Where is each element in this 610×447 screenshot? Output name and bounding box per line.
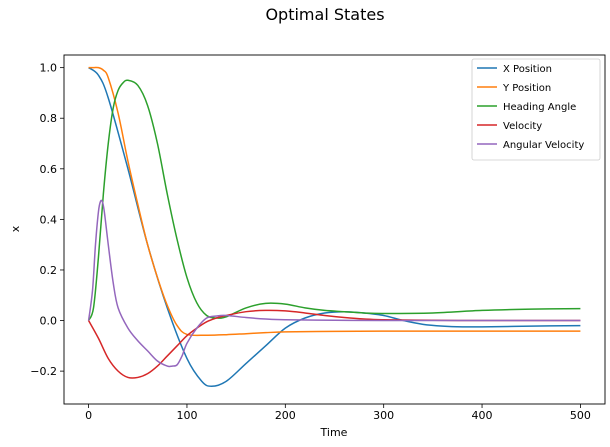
- legend-label: Velocity: [503, 121, 542, 132]
- x-axis-label: Time: [320, 426, 348, 439]
- chart-title: Optimal States: [265, 5, 384, 24]
- x-tick-label: 200: [275, 409, 296, 422]
- x-tick-label: 0: [85, 409, 92, 422]
- y-axis: −0.2 0.0 0.2 0.4 0.6 0.8 1.0: [30, 62, 64, 378]
- legend-label: X Position: [503, 64, 552, 75]
- legend-label: Angular Velocity: [503, 140, 584, 151]
- y-tick-label: 0.8: [40, 112, 58, 125]
- legend: X Position Y Position Heading Angle Velocit…: [471, 58, 601, 161]
- series-line-angular-velocity: [87, 199, 581, 368]
- x-tick-label: 500: [570, 409, 591, 422]
- legend-box: [471, 58, 601, 161]
- y-tick-label: 0.6: [40, 163, 58, 176]
- legend-label: Heading Angle: [503, 102, 576, 113]
- plot-frame: [63, 54, 606, 405]
- x-tick-label: 400: [472, 409, 493, 422]
- y-tick-label: 0.4: [40, 213, 58, 226]
- y-tick-label: 0.0: [40, 315, 58, 328]
- x-tick-label: 300: [373, 409, 394, 422]
- plot-area: [87, 66, 581, 388]
- series-line-heading-angle: [87, 79, 581, 321]
- y-tick-label: −0.2: [30, 365, 57, 378]
- legend-label: Y Position: [502, 83, 551, 94]
- series-line-velocity: [87, 309, 581, 379]
- series-line-y-position: [88, 66, 581, 337]
- x-axis: 0 100 200 300 400 500: [85, 404, 591, 422]
- y-axis-label: x: [9, 225, 22, 232]
- y-tick-label: 1.0: [40, 62, 58, 75]
- y-tick-label: 0.2: [40, 264, 58, 277]
- x-tick-label: 100: [176, 409, 197, 422]
